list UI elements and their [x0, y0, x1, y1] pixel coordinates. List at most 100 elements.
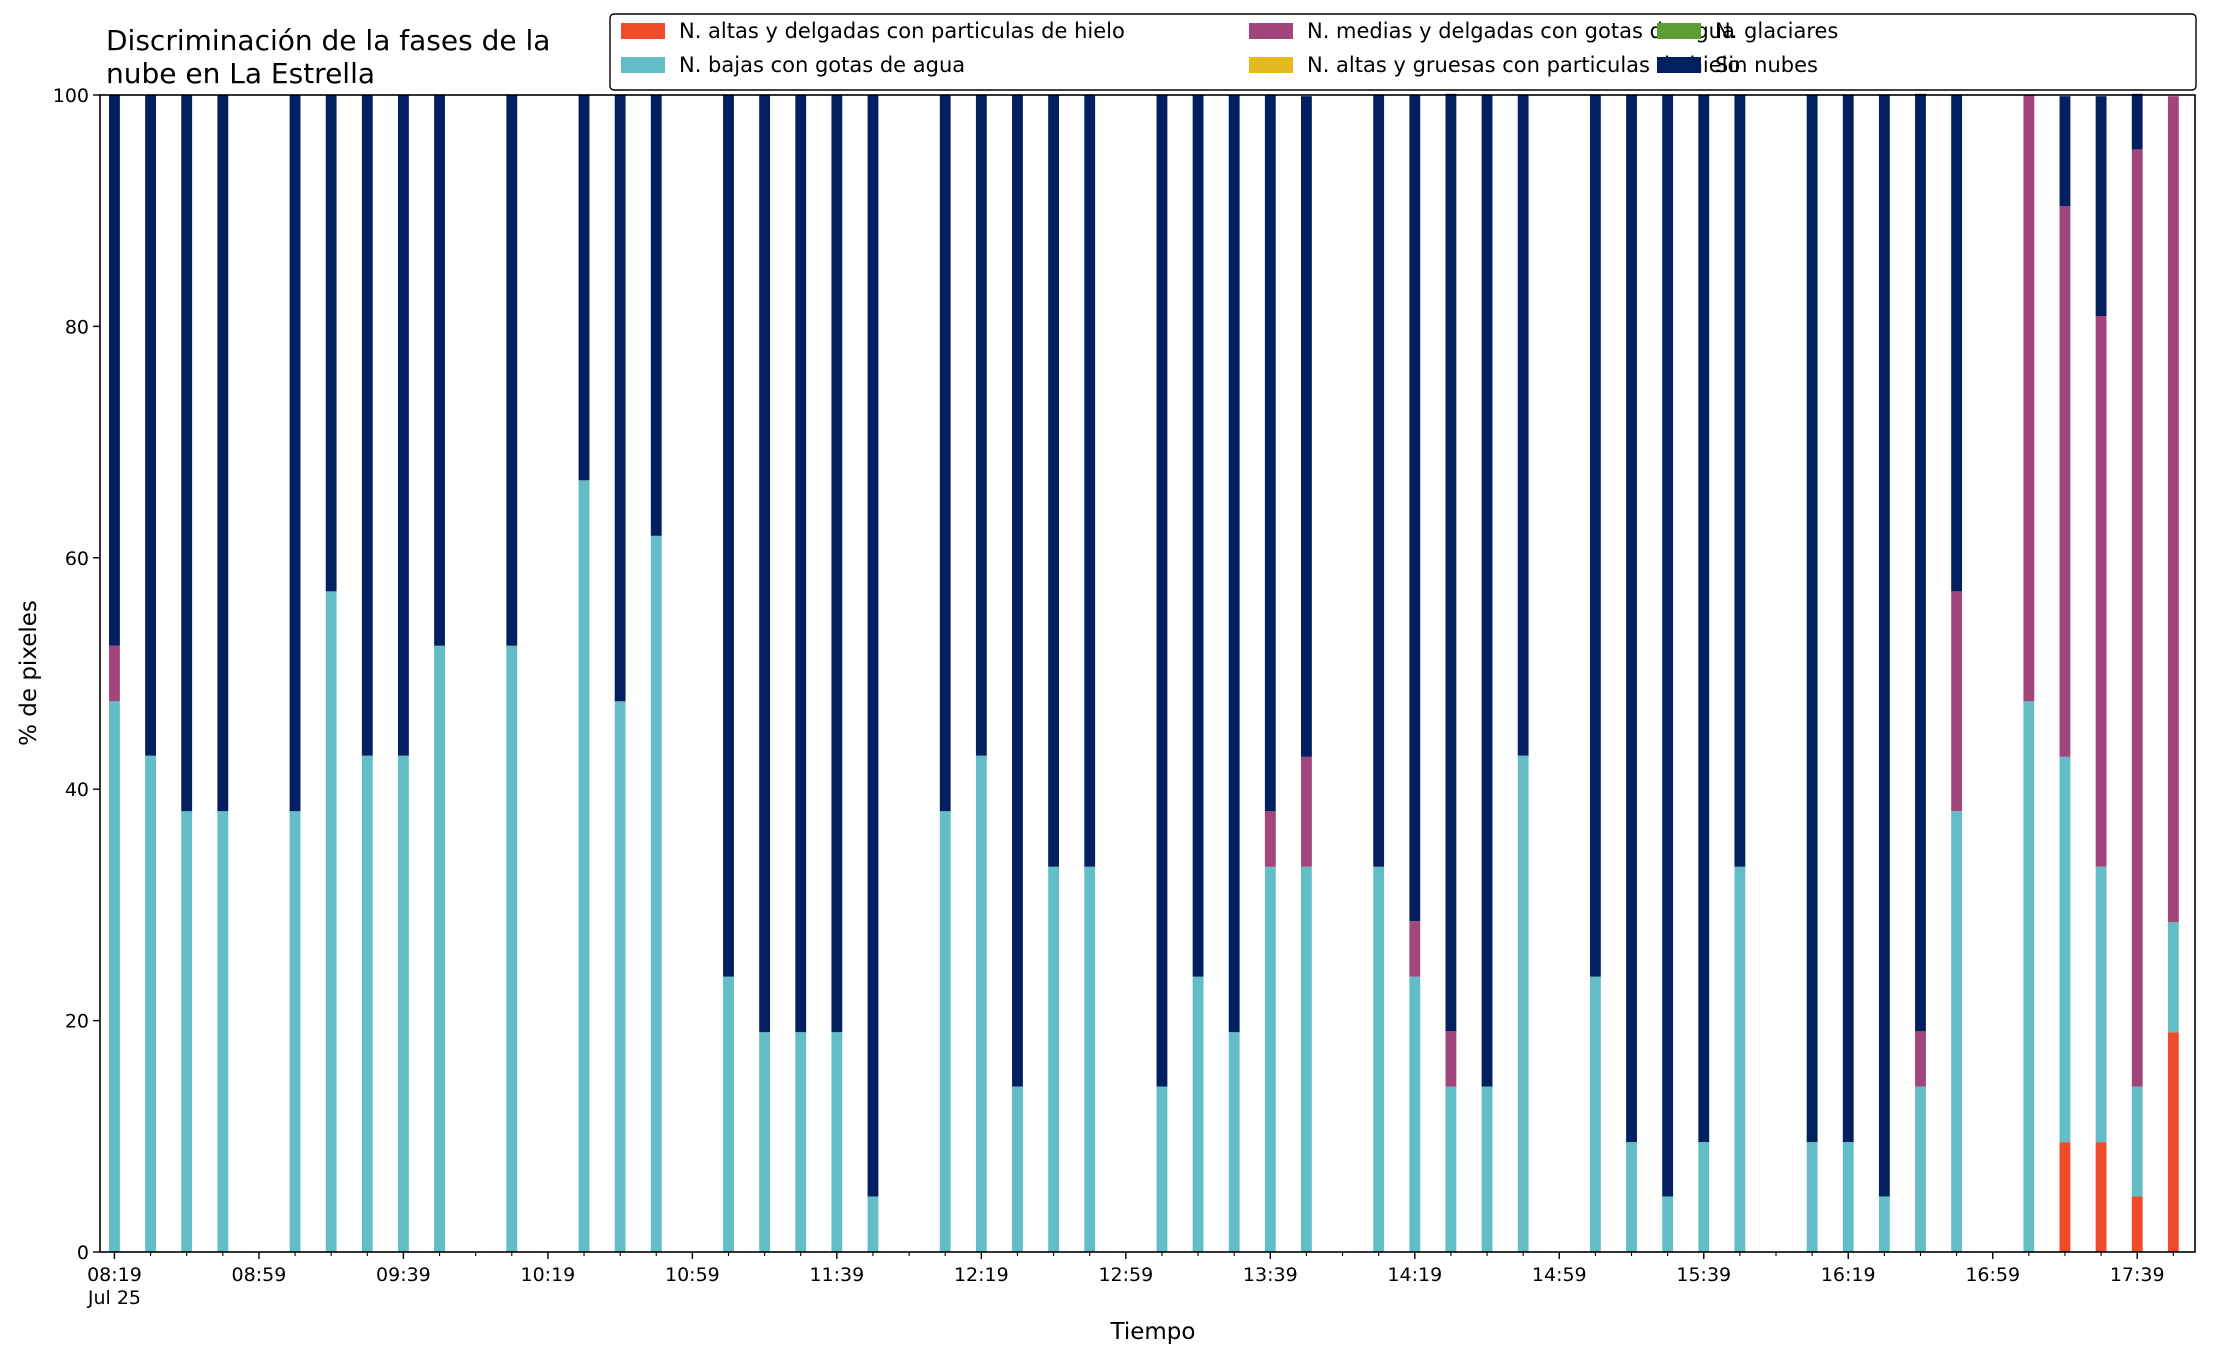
bar-7-segment-2 [398, 755, 409, 1252]
legend: N. altas y delgadas con particulas de hi… [609, 13, 2197, 91]
bar-46-segment-5 [2131, 93, 2143, 150]
bar-3-segment-2 [217, 811, 229, 1252]
bar-9-segment-5 [506, 95, 518, 646]
bar-47-segment-0 [2167, 1032, 2179, 1252]
bar-42-segment-2 [1951, 811, 1963, 1252]
bar-16-segment-5 [831, 95, 843, 1033]
bar-16-segment-2 [831, 1032, 843, 1252]
bar-47-segment-4 [2167, 96, 2179, 923]
bar-41-segment-4 [1915, 1031, 1926, 1087]
bar-39-segment-5 [1842, 95, 1854, 1143]
bar-24-segment-2 [1192, 976, 1204, 1252]
bar-40-segment-2 [1878, 1196, 1890, 1252]
legend-label-2: N. bajas con gotas de agua [679, 53, 965, 77]
bar-32-segment-2 [1517, 755, 1529, 1252]
bar-10-segment-5 [578, 95, 590, 481]
bar-46-segment-0 [2131, 1196, 2143, 1252]
y-tick-label-100: 100 [53, 85, 89, 107]
bar-4-segment-2 [289, 811, 301, 1252]
bar-44-segment-5 [2059, 96, 2071, 207]
bar-43-segment-2 [2023, 701, 2035, 1252]
bar-45-segment-4 [2095, 315, 2107, 867]
bar-46-segment-4 [2131, 149, 2143, 1087]
bar-12-segment-5 [650, 95, 662, 536]
bar-6-segment-5 [361, 95, 373, 756]
bar-18-segment-2 [939, 811, 951, 1252]
x-tick-label-2: 09:39 [376, 1264, 431, 1286]
x-tick-label-10: 14:59 [1532, 1264, 1587, 1286]
bar-41-segment-2 [1915, 1086, 1926, 1252]
bar-38-segment-2 [1806, 1142, 1818, 1252]
bar-20-segment-2 [1012, 1086, 1023, 1252]
bar-40-segment-5 [1878, 95, 1890, 1197]
bar-19-segment-5 [975, 95, 987, 756]
bars-layer [109, 93, 2179, 1252]
bar-22-segment-5 [1084, 95, 1096, 867]
bar-27-segment-2 [1301, 866, 1312, 1252]
bar-20-segment-5 [1012, 95, 1023, 1087]
bar-29-segment-5 [1409, 95, 1421, 922]
x-tick-sublabel-0: Jul 25 [87, 1287, 141, 1309]
bar-38-segment-5 [1806, 95, 1818, 1143]
bar-25-segment-2 [1228, 1032, 1240, 1252]
legend-label-3: N. glaciares [1715, 19, 1838, 43]
y-axis: 0 20 40 60 80 100 [53, 85, 100, 1264]
chart-title-line-1: Discriminación de la fases de la [106, 24, 550, 57]
bar-34-segment-5 [1626, 95, 1637, 1143]
x-tick-label-1: 08:59 [232, 1264, 287, 1286]
legend-swatch-2 [621, 57, 665, 73]
bar-33-segment-5 [1589, 95, 1601, 977]
bar-0-segment-4 [109, 645, 120, 702]
legend-label-5: Sin nubes [1715, 53, 1818, 77]
bar-34-segment-2 [1626, 1142, 1637, 1252]
legend-swatch-0 [621, 23, 665, 39]
x-tick-label-7: 12:59 [1098, 1264, 1153, 1286]
bar-31-segment-5 [1481, 95, 1493, 1087]
x-tick-label-6: 12:19 [954, 1264, 1009, 1286]
bar-36-segment-2 [1698, 1142, 1710, 1252]
bar-30-segment-5 [1445, 93, 1457, 1032]
bar-44-segment-0 [2059, 1142, 2071, 1252]
bar-12-segment-2 [650, 535, 662, 1252]
bar-4-segment-5 [289, 95, 301, 812]
bar-36-segment-5 [1698, 95, 1710, 1143]
plot-frame [99, 94, 2196, 1253]
bar-44-segment-4 [2059, 206, 2071, 757]
bar-17-segment-5 [867, 95, 879, 1197]
legend-frame [609, 13, 2197, 91]
bar-29-segment-2 [1409, 976, 1421, 1252]
bar-41-segment-5 [1915, 93, 1926, 1032]
bar-30-segment-2 [1445, 1086, 1457, 1252]
bar-31-segment-2 [1481, 1086, 1493, 1252]
bar-3-segment-5 [217, 95, 229, 812]
bar-25-segment-5 [1228, 95, 1240, 1033]
x-tick-label-9: 14:19 [1387, 1264, 1442, 1286]
legend-swatch-1 [1249, 57, 1293, 73]
bar-28-segment-2 [1373, 866, 1385, 1252]
bar-47-segment-2 [2167, 922, 2179, 1033]
bar-37-segment-5 [1734, 95, 1746, 867]
bar-9-segment-2 [506, 645, 518, 1252]
bar-45-segment-5 [2095, 96, 2107, 316]
bar-30-segment-4 [1445, 1031, 1457, 1087]
bar-43-segment-4 [2023, 95, 2035, 702]
chart-title-line-2: nube en La Estrella [106, 57, 375, 90]
bar-14-segment-5 [759, 95, 771, 1033]
legend-swatch-3 [1657, 23, 1701, 39]
bar-46-segment-2 [2131, 1086, 2143, 1197]
x-tick-label-5: 11:39 [809, 1264, 864, 1286]
x-tick-label-8: 13:39 [1243, 1264, 1298, 1286]
bar-35-segment-5 [1662, 95, 1674, 1197]
bar-35-segment-2 [1662, 1196, 1674, 1252]
bar-6-segment-2 [361, 755, 373, 1252]
bar-39-segment-2 [1842, 1142, 1854, 1252]
y-tick-label-0: 0 [77, 1242, 89, 1264]
y-tick-label-60: 60 [65, 548, 89, 570]
bar-8-segment-2 [434, 645, 445, 1252]
bar-44-segment-2 [2059, 756, 2071, 1143]
y-tick-label-80: 80 [65, 316, 89, 338]
bar-11-segment-2 [614, 701, 626, 1252]
x-tick-label-11: 15:39 [1676, 1264, 1731, 1286]
